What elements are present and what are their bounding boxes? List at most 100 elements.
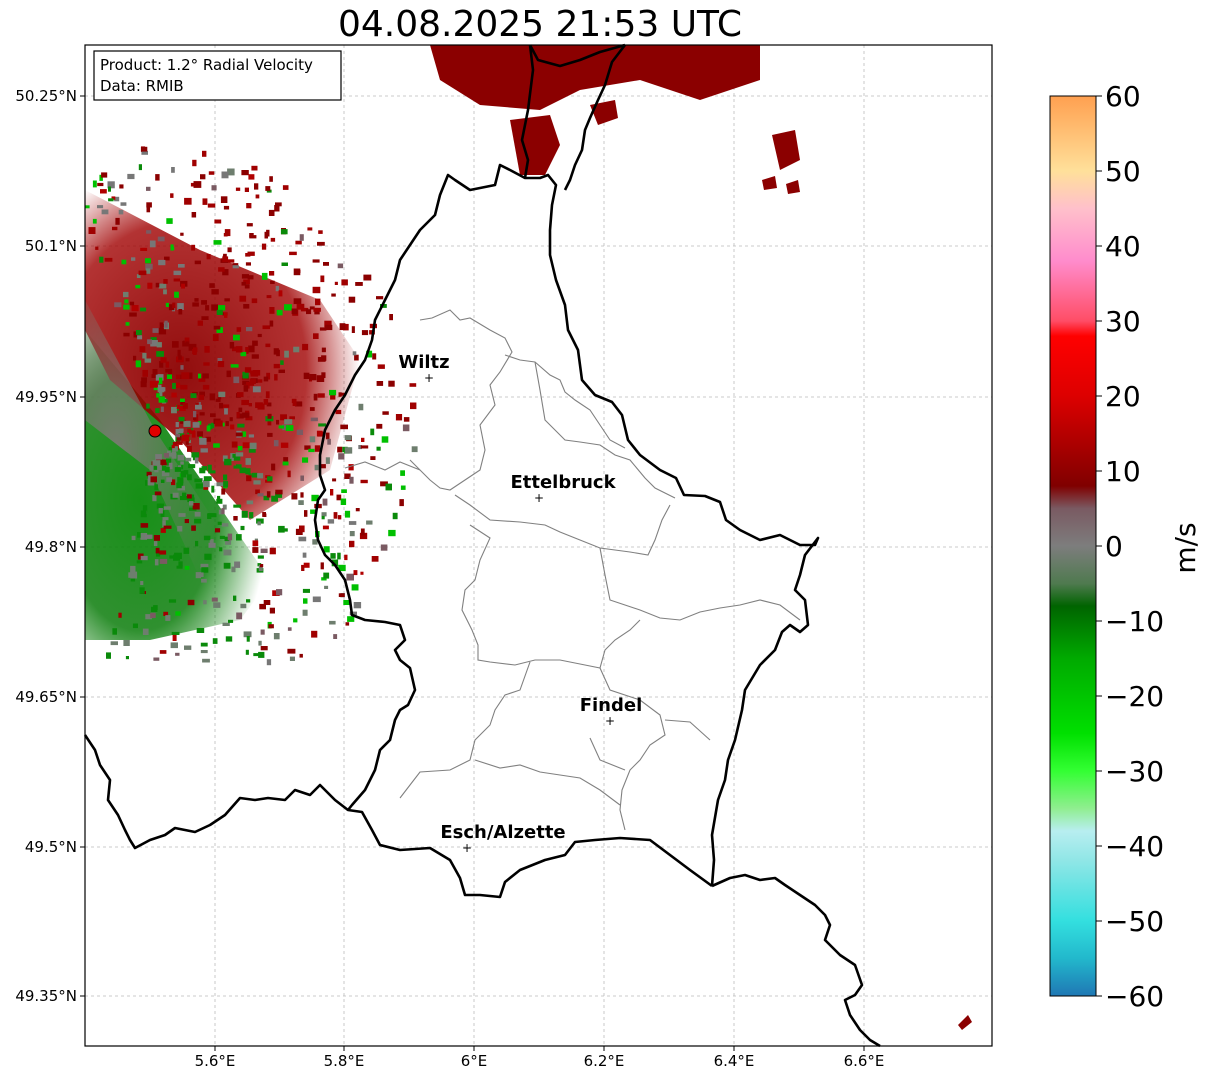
velocity-pixel <box>164 466 170 473</box>
velocity-pixel <box>263 600 271 605</box>
velocity-pixel <box>257 473 264 479</box>
velocity-pixel <box>341 489 347 493</box>
velocity-pixel <box>304 445 311 450</box>
velocity-pixel <box>214 528 221 533</box>
city-marker-icon: + <box>462 841 472 855</box>
velocity-pixel <box>150 476 157 483</box>
velocity-pixel <box>220 196 228 203</box>
velocity-pixel <box>366 350 373 358</box>
velocity-pixel <box>172 341 179 348</box>
velocity-pixel <box>176 404 180 409</box>
velocity-pixel <box>282 528 288 532</box>
velocity-pixel <box>187 439 191 443</box>
velocity-pixel <box>409 383 417 387</box>
velocity-pixel <box>171 479 176 486</box>
velocity-pixel <box>188 464 196 469</box>
velocity-pixel <box>130 571 138 579</box>
velocity-pixel <box>248 448 256 453</box>
city-label: Wiltz <box>398 352 449 373</box>
velocity-pixel <box>204 553 212 560</box>
velocity-pixel <box>240 351 247 357</box>
velocity-pixel <box>348 296 356 303</box>
velocity-pixel <box>229 417 233 422</box>
velocity-pixel <box>235 346 243 353</box>
velocity-pixel <box>233 376 240 384</box>
velocity-pixel <box>217 495 221 501</box>
velocity-pixel <box>146 403 150 409</box>
velocity-pixel <box>142 352 147 359</box>
city-findel: Findel + <box>580 695 643 728</box>
velocity-pixel <box>158 283 167 289</box>
velocity-pixel <box>178 405 186 411</box>
velocity-pixel <box>237 423 245 428</box>
velocity-pixel <box>337 552 341 560</box>
velocity-pixel <box>343 323 349 331</box>
velocity-pixel <box>244 367 252 373</box>
velocity-pixel <box>266 229 270 237</box>
velocity-pixel <box>345 622 350 626</box>
velocity-pixel <box>163 611 169 616</box>
velocity-pixel <box>171 631 180 635</box>
velocity-pixel <box>225 636 233 642</box>
city-label: Findel <box>580 695 643 716</box>
velocity-pixel <box>234 561 241 568</box>
velocity-pixel <box>240 603 247 609</box>
velocity-pixel <box>178 561 183 567</box>
velocity-pixel <box>270 237 276 242</box>
velocity-pixel <box>193 411 197 418</box>
velocity-pixel <box>192 456 197 461</box>
velocity-pixel <box>225 537 232 545</box>
velocity-pixel <box>338 564 346 572</box>
velocity-pixel <box>107 181 115 189</box>
velocity-pixel <box>197 572 204 577</box>
velocity-pixel <box>159 361 164 368</box>
velocity-pixel <box>308 448 315 453</box>
velocity-pixel <box>251 472 258 478</box>
velocity-pixel <box>275 202 282 207</box>
velocity-pixel <box>180 419 187 424</box>
velocity-pixel <box>233 516 238 521</box>
velocity-pixel <box>121 259 127 265</box>
velocity-pixel <box>168 304 175 311</box>
velocity-pixel <box>160 357 167 363</box>
velocity-pixel <box>218 267 225 272</box>
colorbar-tick-label: 40 <box>1105 230 1141 263</box>
velocity-pixel <box>140 247 148 251</box>
velocity-pixel <box>280 442 289 448</box>
velocity-pixel <box>115 217 120 225</box>
velocity-pixel <box>223 474 228 481</box>
velocity-pixel <box>231 441 238 448</box>
velocity-pixel <box>205 305 210 311</box>
velocity-pixel <box>180 461 184 465</box>
radar-echoes <box>85 45 972 1030</box>
lat-tick-label: 50.1°N <box>25 237 77 255</box>
velocity-pixel <box>146 186 151 191</box>
velocity-pixel <box>99 174 103 181</box>
velocity-pixel <box>252 540 259 547</box>
velocity-pixel <box>340 424 348 430</box>
velocity-pixel <box>376 423 383 429</box>
velocity-pixel <box>178 513 186 517</box>
velocity-pixel <box>174 552 182 559</box>
velocity-pixel <box>172 453 177 459</box>
velocity-pixel <box>135 360 142 368</box>
colorbar-ticks: 60 50 40 30 20 10 0 −10 −20 −30 −40 −50 … <box>1096 80 1164 1013</box>
velocity-pixel <box>246 500 254 505</box>
velocity-pixel <box>159 377 163 385</box>
velocity-pixel <box>245 649 249 655</box>
velocity-pixel <box>159 322 164 329</box>
velocity-pixel <box>198 421 202 425</box>
velocity-pixel <box>196 628 205 633</box>
velocity-pixel <box>127 173 135 180</box>
velocity-pixel <box>215 420 223 427</box>
velocity-pixel <box>341 279 348 286</box>
velocity-pixel <box>278 525 285 533</box>
velocity-pixel <box>224 229 231 237</box>
velocity-pixel <box>287 470 291 478</box>
velocity-pixel <box>349 611 357 616</box>
velocity-pixel <box>313 393 318 401</box>
velocity-pixel <box>265 343 271 348</box>
velocity-pixel <box>303 372 310 379</box>
velocity-pixel <box>174 446 178 451</box>
national-borders <box>83 43 881 1048</box>
